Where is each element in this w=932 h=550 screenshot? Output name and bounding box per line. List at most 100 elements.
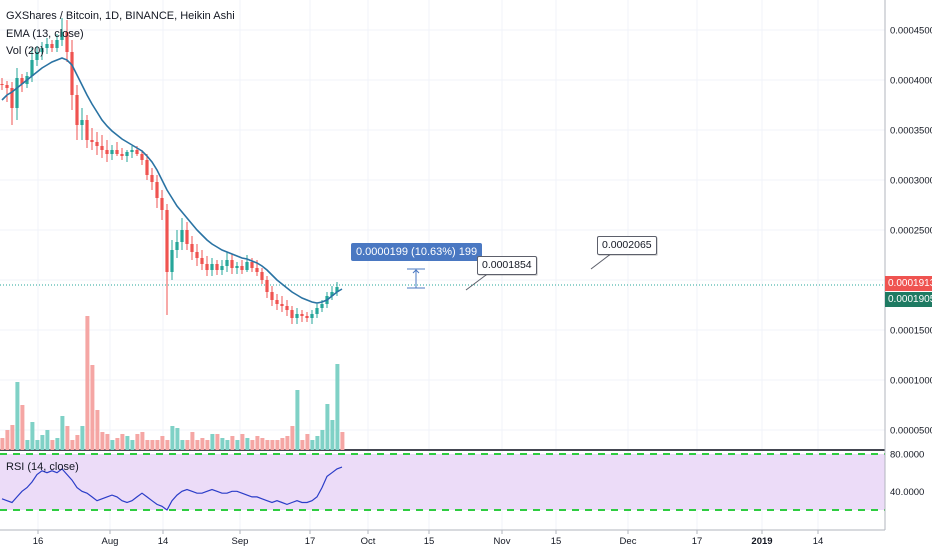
time-tick-label: 17 <box>305 536 316 547</box>
price-axis[interactable]: 0.0004500 0.0004000 0.0003500 0.0003000 0.00… <box>890 26 932 437</box>
candle <box>145 160 149 175</box>
volume-bar <box>35 440 40 450</box>
volume-bar <box>155 440 160 450</box>
candle <box>295 314 299 318</box>
candle <box>110 150 114 154</box>
candle <box>275 300 279 304</box>
volume-bar <box>10 425 15 450</box>
candle <box>125 152 129 156</box>
candle <box>55 40 59 48</box>
price-tick-label: 0.0002500 <box>890 226 932 237</box>
candle <box>280 304 284 306</box>
rsi-tick-label: 80.0000 <box>890 450 924 461</box>
price-tick-label: 0.0001500 <box>890 326 932 337</box>
candle <box>285 306 289 310</box>
candle <box>200 258 204 264</box>
candle <box>240 266 244 270</box>
candle <box>135 150 139 154</box>
volume-bar <box>115 438 120 450</box>
rsi-legend[interactable]: RSI (14, close) <box>6 461 79 473</box>
volume-bar <box>0 438 5 450</box>
time-tick-label: Oct <box>361 536 376 547</box>
volume-bar <box>305 434 310 450</box>
candle <box>265 280 269 292</box>
volume-bar <box>165 440 170 450</box>
candle <box>255 268 259 272</box>
candle <box>270 292 274 300</box>
volume-bar <box>95 410 100 450</box>
volume-bar <box>20 405 25 450</box>
candle <box>65 32 69 52</box>
volume-bar <box>310 440 315 450</box>
candle <box>330 292 334 296</box>
volume-bar <box>300 440 305 450</box>
candle <box>160 198 164 210</box>
volume-bar <box>110 440 115 450</box>
candle <box>210 264 214 270</box>
time-tick-label: 15 <box>424 536 435 547</box>
volume-legend[interactable]: Vol (20) <box>6 45 44 57</box>
volume-bar <box>200 438 205 450</box>
candle <box>185 230 189 244</box>
price-tick-label: 0.0003500 <box>890 126 932 137</box>
volume-bar <box>80 426 85 450</box>
candle <box>300 314 304 316</box>
candle <box>115 150 119 154</box>
volume-bar <box>235 440 240 450</box>
volume-bar <box>275 440 280 450</box>
candle <box>80 120 84 125</box>
callout-pointer-1[interactable] <box>465 271 491 291</box>
ema-legend[interactable]: EMA (13, close) <box>6 28 84 40</box>
volume-bar <box>65 426 70 450</box>
volume-bar <box>320 430 325 450</box>
candle <box>315 308 319 314</box>
price-callout[interactable]: 0.0001854 <box>477 256 537 275</box>
volume-bar <box>335 364 340 450</box>
price-tick-label: 0.0004000 <box>890 76 932 87</box>
candle <box>150 175 154 182</box>
time-axis[interactable]: 16 Aug 14 Sep 17 Oct 15 Nov 15 Dec 17 2019 14 <box>33 530 824 547</box>
candle <box>335 287 339 292</box>
volume-bar <box>255 436 260 450</box>
candle <box>205 264 209 270</box>
candle <box>20 78 24 84</box>
volume-bar <box>30 422 35 450</box>
volume-bar <box>50 440 55 450</box>
volume-bar <box>195 440 200 450</box>
candle <box>180 230 184 242</box>
candle <box>230 260 234 268</box>
grid-lines <box>0 0 885 530</box>
time-tick-label: Dec <box>620 536 637 547</box>
candle <box>105 150 109 154</box>
candle <box>195 252 199 258</box>
candle <box>310 314 314 318</box>
time-tick-label: 2019 <box>751 536 772 547</box>
volume-bar <box>325 404 330 450</box>
volume-bar <box>70 440 75 450</box>
candle <box>30 60 34 76</box>
volume-bar <box>270 440 275 450</box>
volume-bar <box>330 420 335 450</box>
callout-pointer-2[interactable] <box>590 252 613 270</box>
price-range-measure[interactable] <box>407 268 425 289</box>
price-series[interactable] <box>0 18 339 324</box>
volume-bar <box>285 436 290 450</box>
volume-bar <box>225 440 230 450</box>
candle <box>90 140 94 142</box>
candle <box>250 262 254 268</box>
volume-bar <box>190 432 195 450</box>
candle <box>50 44 54 48</box>
volume-bar <box>25 440 30 450</box>
volume-bar <box>5 430 10 450</box>
time-tick-label: Nov <box>494 536 511 547</box>
volume-bar <box>135 434 140 450</box>
volume-bar <box>250 440 255 450</box>
candle <box>320 304 324 308</box>
candle <box>220 266 224 270</box>
measure-label[interactable]: 0.0000199 (10.63%) 199 <box>351 243 483 261</box>
price-callout[interactable]: 0.0002065 <box>597 236 657 255</box>
candle <box>40 48 44 52</box>
volume-bar <box>160 436 165 450</box>
candle <box>260 272 264 280</box>
